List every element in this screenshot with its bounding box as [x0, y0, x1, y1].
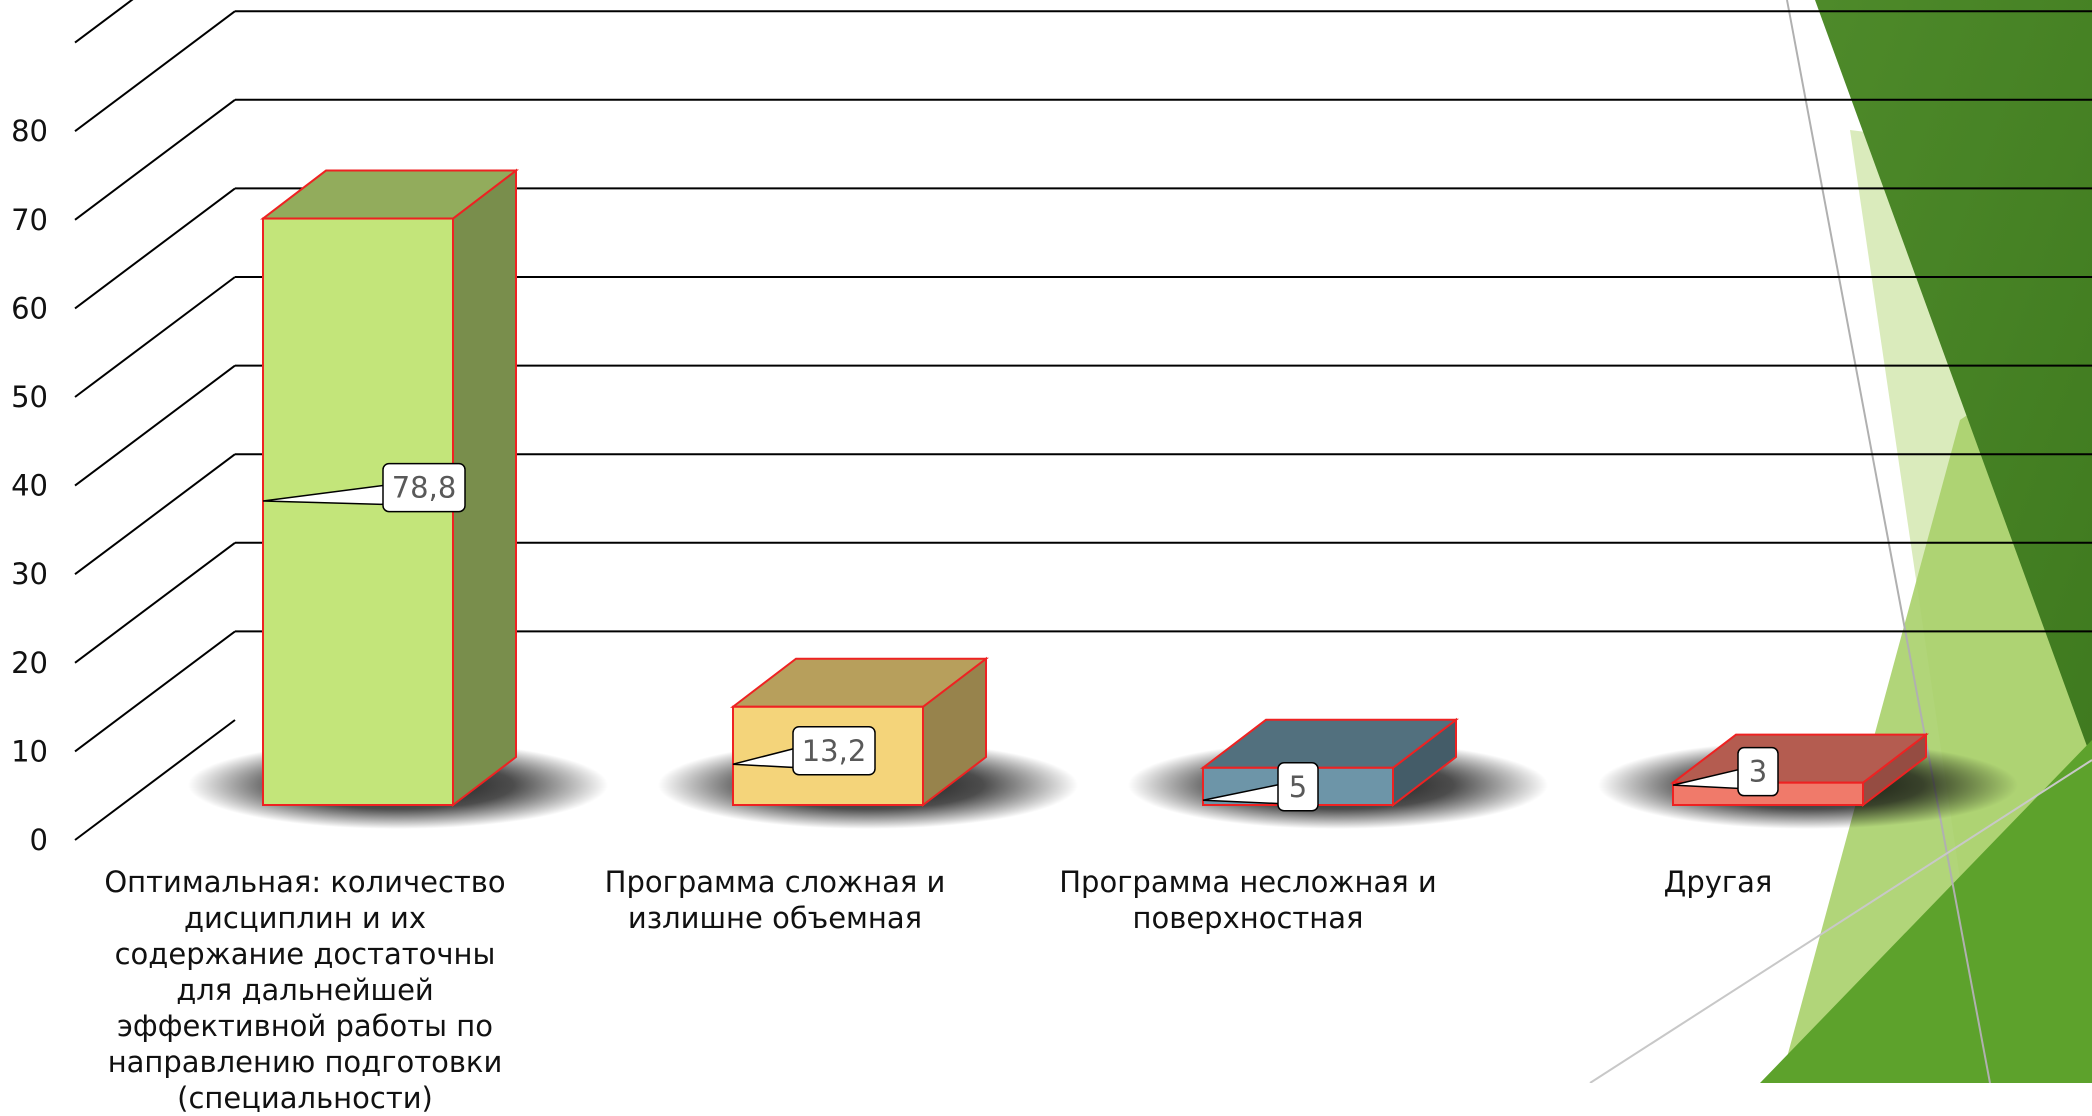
- gridline-side: [74, 10, 236, 132]
- data-label: 3: [1749, 755, 1767, 789]
- gridline-side: [74, 99, 236, 221]
- data-label: 78,8: [392, 471, 457, 505]
- gridline-side: [74, 0, 134, 44]
- data-label-box: [792, 726, 876, 776]
- gridline-side: [74, 187, 236, 310]
- decor-triangle-dark: [1815, 0, 2092, 760]
- data-label: 13,2: [802, 734, 867, 768]
- gridline-side: [74, 630, 236, 753]
- decor-line-2: [1589, 759, 2092, 1083]
- y-tick-label: 10: [11, 734, 48, 768]
- gridline-side: [74, 541, 236, 664]
- gridline-side: [74, 364, 236, 487]
- data-label-box: [382, 462, 466, 513]
- x-category-label: Другая: [1663, 865, 1773, 899]
- decor-triangle-bright: [1760, 740, 2092, 1083]
- y-tick-label: 30: [11, 557, 48, 591]
- y-tick-label: 40: [11, 469, 48, 503]
- y-tick-label: 70: [11, 203, 48, 237]
- y-tick-label: 80: [11, 114, 48, 148]
- slide-background-decoration: [1589, 0, 2092, 1083]
- gridline-side: [74, 276, 236, 398]
- data-label: 5: [1289, 770, 1307, 804]
- data-label-box: [1737, 746, 1779, 797]
- decor-line-1: [1786, 0, 1991, 1083]
- y-tick-label: 50: [11, 380, 48, 414]
- x-category-label: Программа несложная и поверхностная: [1059, 865, 1437, 935]
- x-category-label: Оптимальная: количество дисциплин и их с…: [104, 865, 506, 1115]
- gridline-side: [74, 719, 236, 841]
- gridline-side: [74, 453, 236, 576]
- x-category-label: Программа сложная и излишне объемная: [604, 865, 946, 935]
- bar-chart: 0 10 20 30 40 50 60 70 80 78,8 13,2 5 3: [11, 0, 2092, 1083]
- data-label-box: [1277, 762, 1319, 812]
- y-tick-label: 20: [11, 646, 48, 680]
- y-tick-label: 0: [30, 823, 48, 857]
- y-tick-label: 60: [11, 291, 48, 325]
